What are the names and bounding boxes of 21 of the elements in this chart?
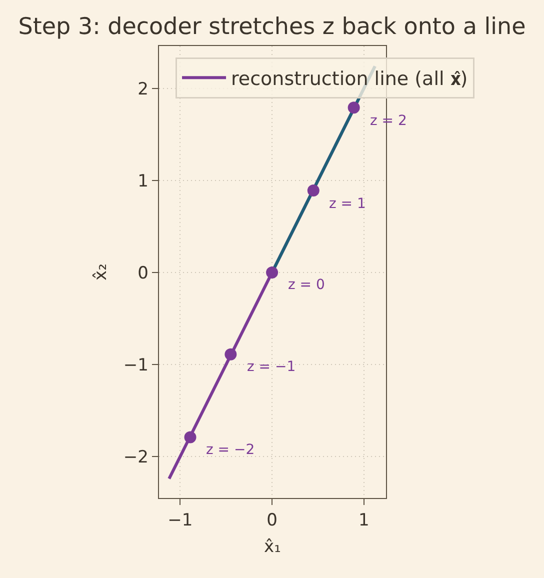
y-axis-title: x̂₂	[90, 264, 111, 280]
x-tick-label: 1	[358, 510, 370, 531]
legend-label: reconstruction line (all 𝐱̂)	[231, 68, 468, 90]
point	[224, 348, 237, 360]
annotation: z = 1	[329, 196, 366, 212]
x-tick-label: 0	[266, 510, 278, 531]
point	[184, 431, 196, 444]
y-tick-label: 1	[138, 171, 148, 192]
annotation: z = −1	[247, 359, 296, 375]
x-tick-label: −1	[168, 510, 193, 531]
point	[348, 102, 360, 114]
annotation: z = −2	[206, 442, 255, 458]
y-tick-label: −1	[123, 355, 148, 376]
x-axis-title: x̂₁	[264, 537, 281, 557]
y-tick-label: 0	[138, 263, 148, 284]
chart-title: Step 3: decoder stretches z back onto a line	[18, 14, 526, 40]
y-tick-label: −2	[123, 448, 148, 468]
point	[266, 266, 278, 278]
point	[307, 184, 320, 197]
y-tick-label: 2	[138, 79, 148, 100]
annotation: z = 0	[288, 277, 325, 293]
